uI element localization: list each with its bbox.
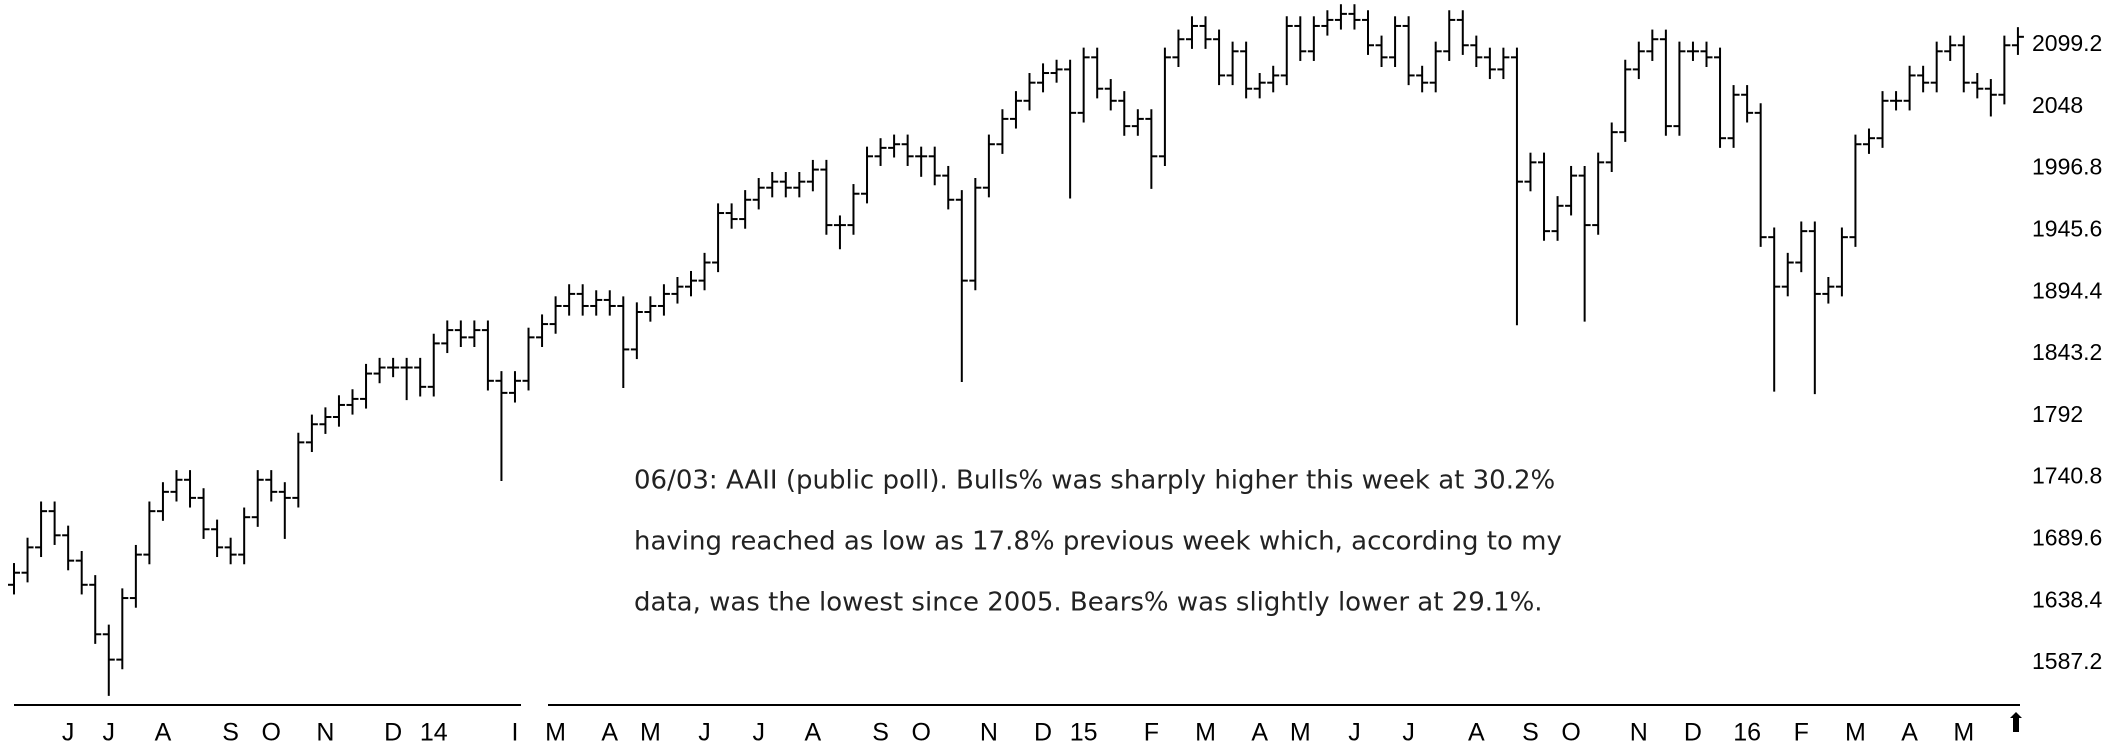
x-tick-label: A — [155, 719, 172, 747]
annotation-line: having reached as low as 17.8% previous … — [634, 527, 1562, 557]
annotation: 06/03: AAII (public poll). Bulls% was sh… — [634, 466, 1562, 618]
x-tick-label: 15 — [1070, 719, 1098, 747]
y-tick-label: 2048 — [2032, 92, 2083, 118]
y-tick-label: 2099.2 — [2032, 30, 2102, 56]
y-tick-label: 1792 — [2032, 401, 2083, 427]
x-tick-label: I — [512, 719, 519, 747]
x-tick-label: D — [384, 719, 402, 747]
x-tick-label: J — [62, 719, 75, 747]
y-tick-label: 1740.8 — [2032, 463, 2102, 489]
x-tick-label: J — [1402, 719, 1415, 747]
x-tick-label: F — [1144, 719, 1159, 747]
y-tick-label: 1689.6 — [2032, 524, 2102, 550]
y-tick-label: 1587.2 — [2032, 648, 2102, 674]
x-tick-label: M — [1290, 719, 1311, 747]
x-tick-label: A — [601, 719, 618, 747]
x-tick-label: N — [980, 719, 998, 747]
x-tick-label: A — [805, 719, 822, 747]
x-tick-label: F — [1794, 719, 1809, 747]
x-tick-label: M — [545, 719, 566, 747]
x-tick-label: O — [1561, 719, 1580, 747]
x-tick-label: S — [872, 719, 889, 747]
annotation-line: data, was the lowest since 2005. Bears% … — [634, 588, 1543, 618]
x-tick-label: N — [316, 719, 334, 747]
y-tick-label: 1945.6 — [2032, 215, 2102, 241]
annotation-line: 06/03: AAII (public poll). Bulls% was sh… — [634, 466, 1555, 496]
x-tick-label: J — [103, 719, 116, 747]
x-tick-label: M — [640, 719, 661, 747]
x-tick-label: S — [1522, 719, 1539, 747]
x-tick-label: A — [1251, 719, 1268, 747]
x-tick-label: 16 — [1733, 719, 1761, 747]
x-tick-label: O — [262, 719, 281, 747]
x-tick-label: D — [1034, 719, 1052, 747]
x-tick-label: J — [1348, 719, 1361, 747]
x-tick-label: A — [1468, 719, 1485, 747]
x-tick-label: M — [1845, 719, 1866, 747]
x-tick-label: S — [222, 719, 239, 747]
y-tick-label: 1638.4 — [2032, 586, 2103, 612]
x-tick-label: M — [1953, 719, 1974, 747]
x-tick-label: N — [1630, 719, 1648, 747]
x-tick-label: D — [1684, 719, 1702, 747]
x-tick-label: 14 — [420, 719, 448, 747]
y-tick-label: 1996.8 — [2032, 154, 2102, 180]
x-tick-label: M — [1195, 719, 1216, 747]
scroll-marker — [2010, 712, 2022, 732]
y-tick-label: 1843.2 — [2032, 339, 2102, 365]
y-tick-label: 1894.4 — [2032, 277, 2103, 303]
x-tick-label: O — [911, 719, 930, 747]
x-tick-label: J — [752, 719, 765, 747]
x-tick-label: A — [1901, 719, 1918, 747]
x-tick-label: J — [698, 719, 711, 747]
